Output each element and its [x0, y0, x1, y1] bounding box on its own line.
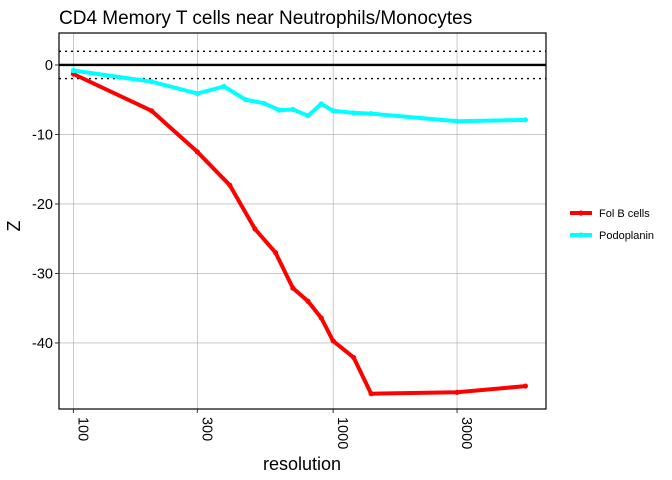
- x-axis: 100 300 1000 3000: [72, 409, 474, 449]
- x-tick-label: 3000: [458, 417, 474, 449]
- x-tick-label: 1000: [334, 417, 350, 449]
- x-tick-label: 100: [74, 417, 90, 441]
- y-tick-label: -30: [32, 266, 53, 282]
- y-tick-label: -20: [32, 197, 53, 213]
- y-axis-title: Z: [4, 221, 24, 232]
- plot-panel: [58, 32, 547, 410]
- legend-key-point: [578, 210, 584, 216]
- data-point: [330, 338, 336, 344]
- data-point: [454, 118, 460, 124]
- series-line-1: [71, 72, 528, 396]
- data-point: [194, 149, 200, 155]
- panel-border: [58, 32, 547, 410]
- data-point: [242, 97, 249, 103]
- legend-label: Fol B cells: [599, 208, 650, 220]
- data-point: [318, 315, 324, 321]
- data-point: [318, 101, 324, 107]
- y-axis: 0 -10 -20 -30 -40: [32, 58, 59, 352]
- x-tick-label: 300: [198, 417, 214, 441]
- x-axis-title: resolution: [263, 454, 341, 474]
- data-point: [261, 100, 267, 106]
- data-point: [368, 111, 374, 117]
- data-point: [454, 389, 460, 395]
- legend-label: Podoplanin: [599, 230, 654, 242]
- y-tick-label: -40: [32, 336, 53, 352]
- data-point: [330, 108, 336, 114]
- y-tick-label: 0: [45, 58, 53, 74]
- data-point: [221, 83, 227, 90]
- legend: Fol B cells Podoplanin: [570, 208, 654, 242]
- data-point: [522, 383, 529, 389]
- data-point: [272, 250, 279, 256]
- y-tick-label: -10: [32, 127, 53, 143]
- data-point: [351, 110, 357, 116]
- data-point: [290, 285, 296, 291]
- data-point: [276, 107, 282, 113]
- data-point: [522, 117, 529, 123]
- data-point: [290, 106, 296, 113]
- data-point: [368, 391, 374, 397]
- legend-key-point: [578, 232, 584, 238]
- data-point: [305, 113, 311, 119]
- data-point: [351, 354, 357, 361]
- data-point: [252, 226, 258, 232]
- data-point: [70, 67, 77, 74]
- chart-title: CD4 Memory T cells near Neutrophils/Mono…: [59, 8, 472, 29]
- data-point: [305, 298, 311, 304]
- data-point: [149, 79, 155, 85]
- data-point: [227, 182, 233, 188]
- data-point: [194, 90, 200, 97]
- data-point: [149, 108, 155, 114]
